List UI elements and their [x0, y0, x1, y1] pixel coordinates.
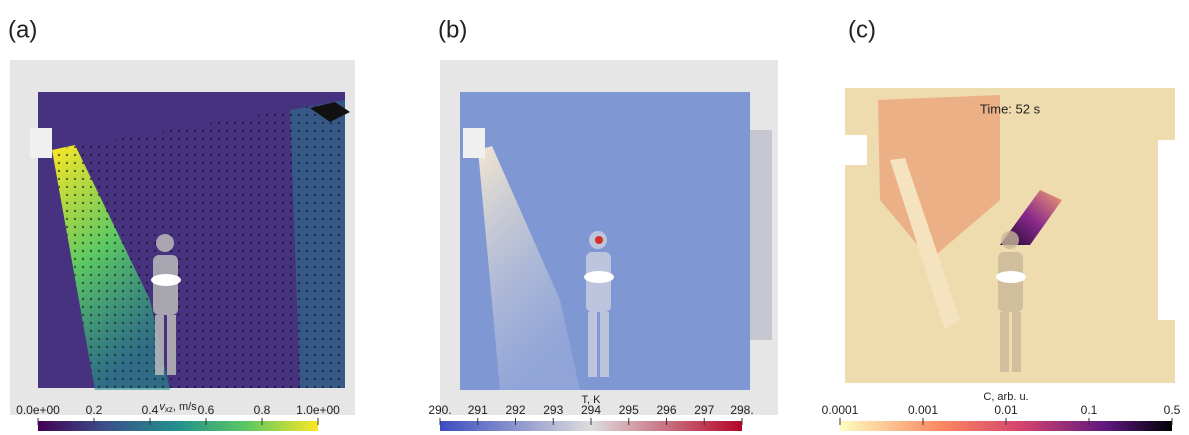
arms: [996, 271, 1026, 283]
colorbar-tick-label: 298.: [730, 403, 753, 417]
vectors: [52, 100, 345, 390]
inlet: [845, 135, 867, 165]
colorbar-tick-label: 0.1: [1081, 403, 1098, 417]
panel-label: (b): [438, 16, 467, 43]
colorbar-tick-label: 297: [694, 403, 714, 417]
colorbar-tick-label: 290.: [428, 403, 451, 417]
colorbar-tick-label: 296: [656, 403, 676, 417]
colorbar-tick-label: 292: [505, 403, 525, 417]
arms: [151, 274, 181, 286]
colorbar-tick-label: 0.6: [198, 403, 215, 417]
colorbar-tick-label: 293: [543, 403, 563, 417]
colorbar-tick-label: 0.01: [994, 403, 1018, 417]
colorbar-tick-label: 291: [468, 403, 488, 417]
figure: (a) vxz, m/s (b) T, K (c): [0, 0, 1189, 435]
colorbar-tick-label: 1.0e+00: [296, 403, 340, 417]
panel-label: (a): [8, 16, 37, 43]
colorbar-tick-label: 295: [619, 403, 639, 417]
colorbar-tick-label: 0.5: [1164, 403, 1181, 417]
panel-b: (b) T, K: [438, 16, 778, 431]
panel-a: (a) vxz, m/s: [8, 16, 355, 431]
colorbar-tick-label: 0.0e+00: [16, 403, 60, 417]
inlet: [30, 128, 52, 158]
colorbar-tick-label: 0.0001: [822, 403, 859, 417]
colorbar-tick-label: 0.001: [908, 403, 938, 417]
colorbar-tick-label: 294: [581, 403, 601, 417]
panel-label: (c): [848, 16, 876, 43]
wall-notch: [1158, 140, 1175, 320]
colorbar-tick-label: 0.4: [142, 403, 159, 417]
head-hotspot: [595, 236, 603, 244]
wall: [750, 130, 772, 340]
panel-c: (c) Time: 52 s C, arb. u.: [840, 16, 1175, 431]
colorbar-title: C, arb. u.: [983, 391, 1028, 403]
inlet: [463, 128, 485, 158]
colorbar: [38, 421, 318, 431]
time-annotation: Time: 52 s: [980, 101, 1041, 116]
colorbar-tick-label: 0.8: [254, 403, 271, 417]
colorbar-tick-label: 0.2: [86, 403, 103, 417]
arms: [584, 271, 614, 283]
